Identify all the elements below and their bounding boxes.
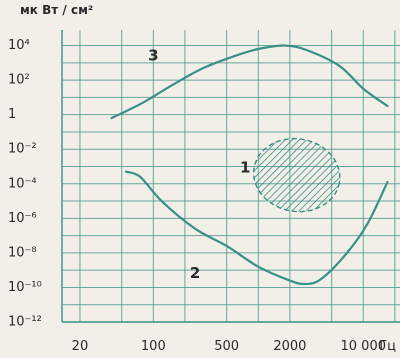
y-tick-label: 10⁻¹² [8, 315, 42, 330]
x-tick-label: 500 [214, 339, 239, 354]
x-axis-unit: Гц [379, 339, 396, 354]
y-tick-label: 10⁻¹⁰ [8, 280, 42, 295]
y-tick-label: 10⁻⁴ [8, 176, 37, 191]
y-tick-label: 1 [8, 107, 16, 122]
curve-label-3: 3 [148, 46, 158, 64]
y-axis-label: мк Вт / см² [20, 3, 93, 17]
hatched-region [252, 137, 341, 213]
y-tick-label: 10⁻⁸ [8, 245, 37, 260]
curve-label-1: 1 [240, 159, 250, 177]
curve-label-2: 2 [190, 264, 200, 282]
y-tick-label: 10⁴ [8, 38, 30, 53]
y-tick-label: 10² [8, 73, 30, 88]
curve-1 [124, 170, 389, 286]
x-tick-label: 2000 [273, 339, 306, 354]
x-tick-label: 100 [141, 339, 166, 354]
x-tick-label: 10 000 [341, 339, 387, 354]
y-tick-label: 10⁻⁶ [8, 211, 37, 226]
x-tick-label: 20 [72, 339, 89, 354]
curve-3 [110, 44, 389, 120]
y-tick-label: 10⁻² [8, 142, 37, 157]
